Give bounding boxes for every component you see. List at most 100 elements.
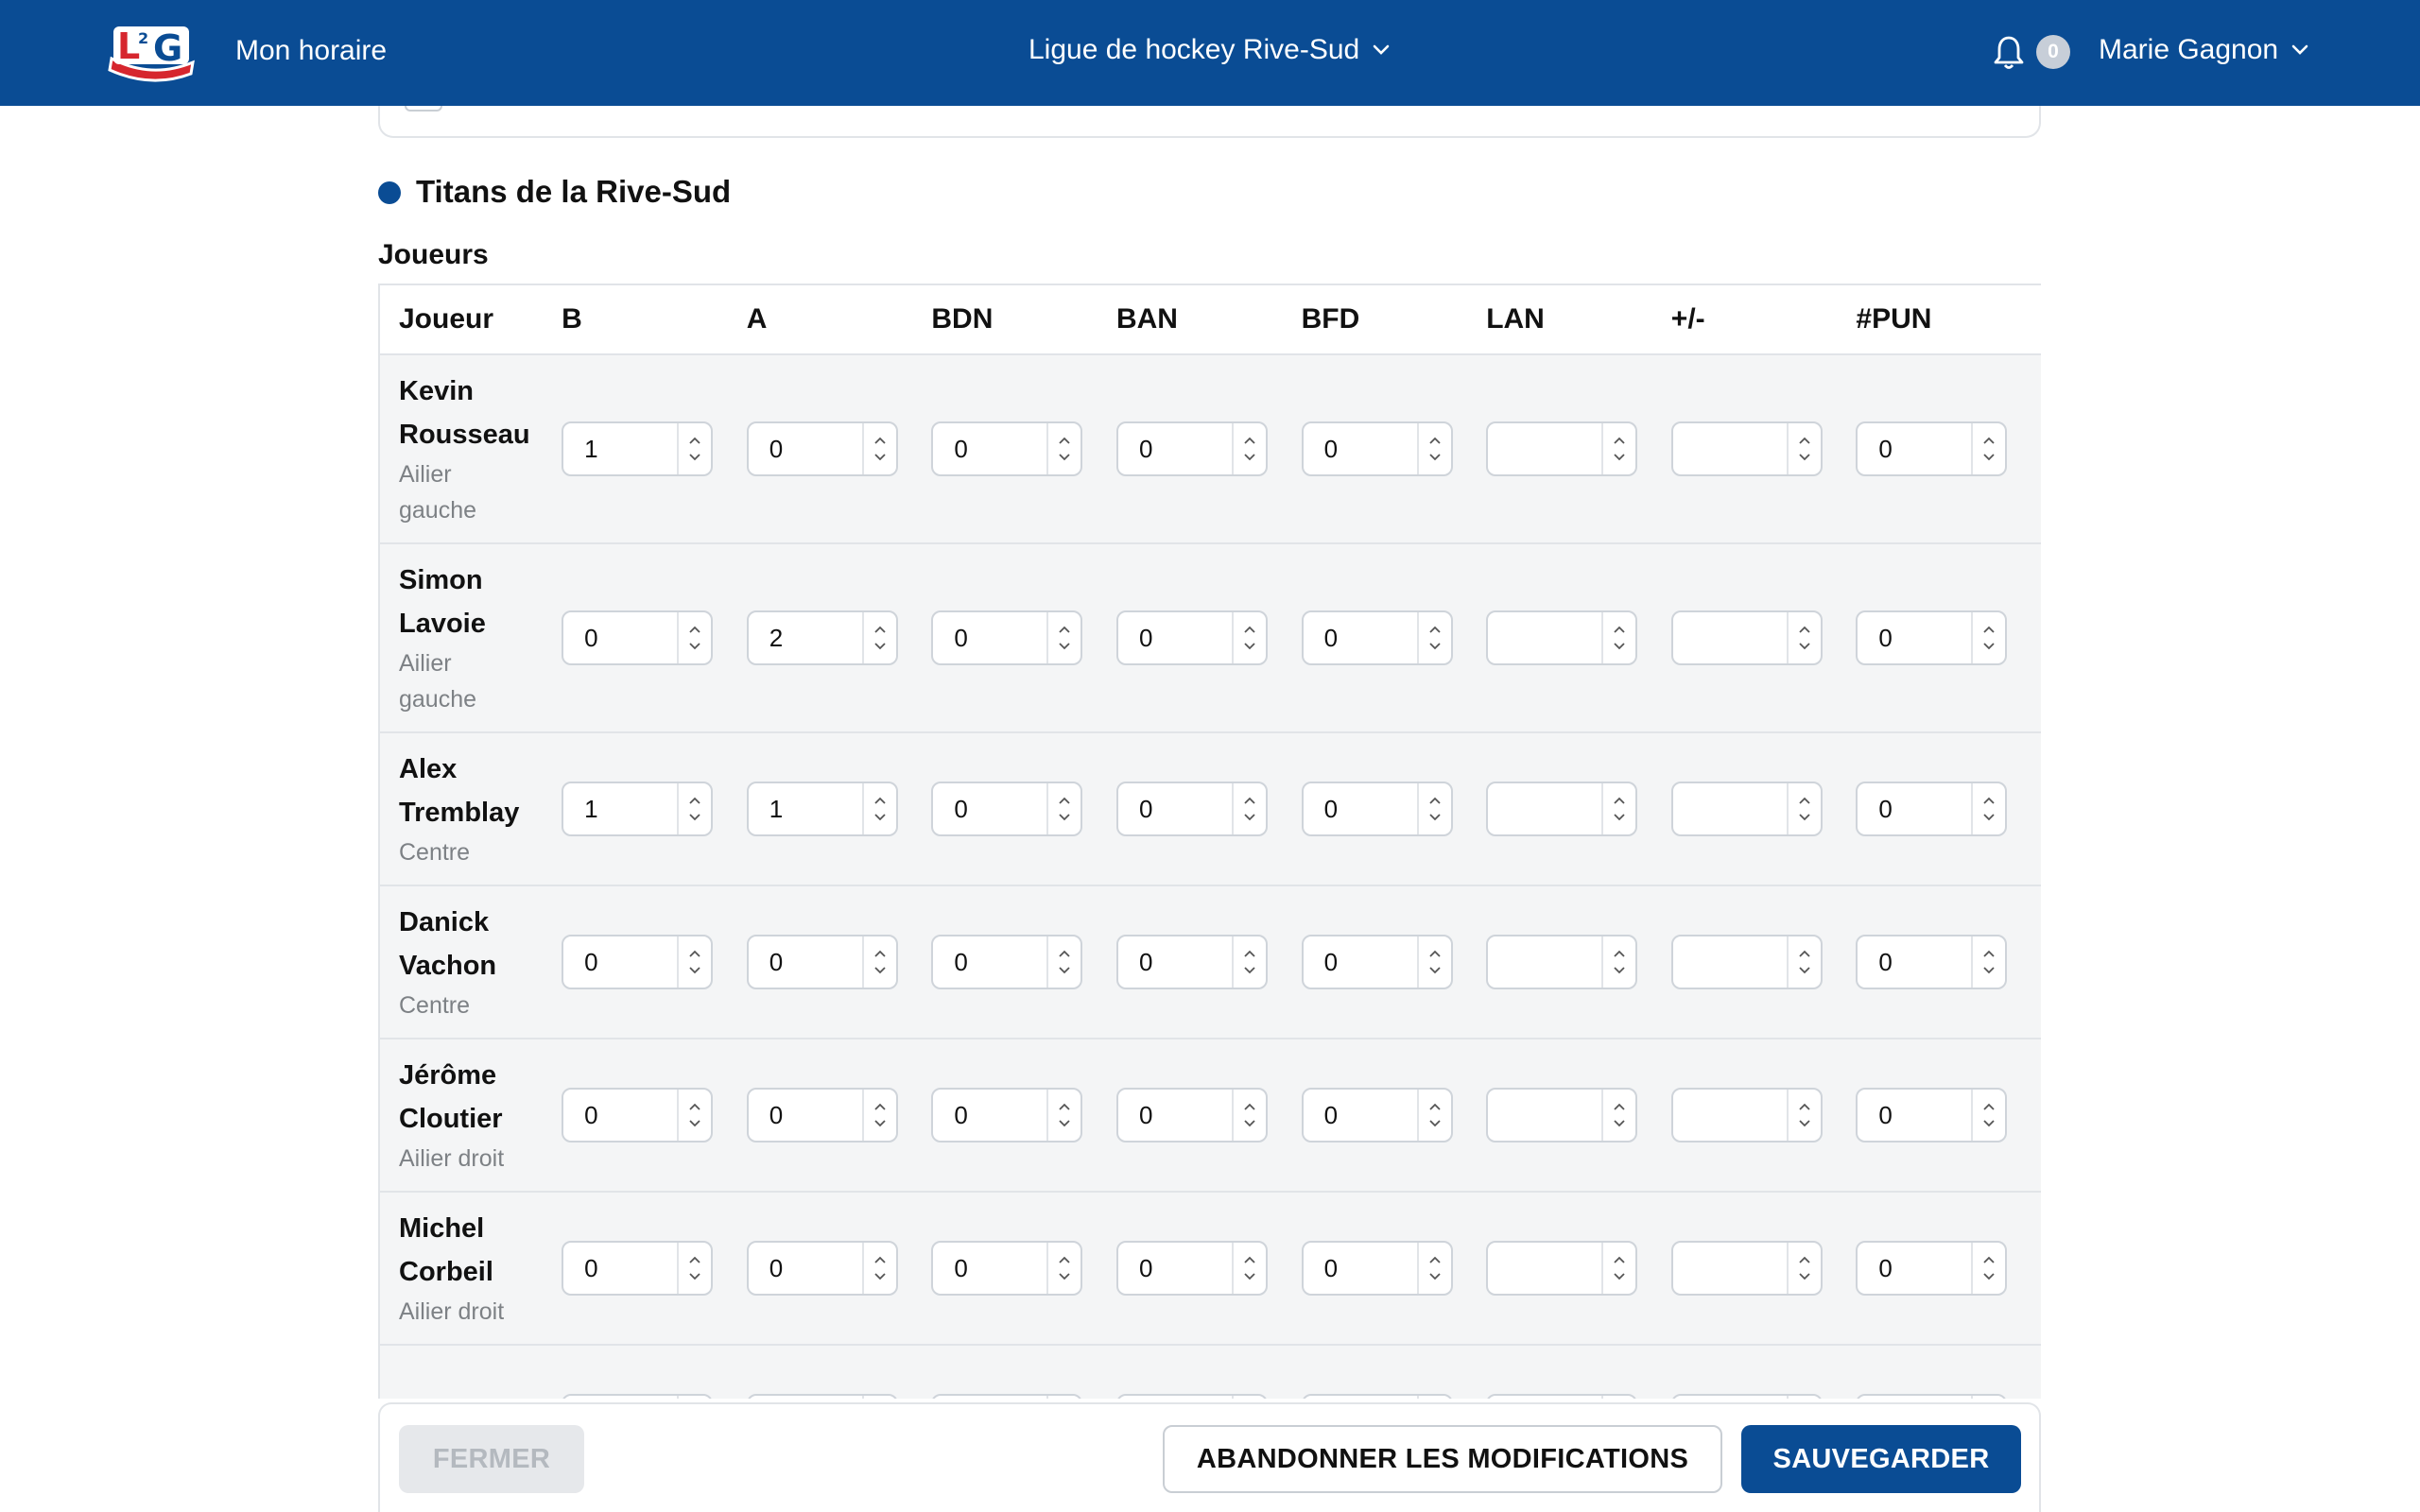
plus-minus-number-input[interactable] — [1670, 1088, 1823, 1143]
lan-number-input[interactable] — [1486, 421, 1638, 476]
chevron-down-icon[interactable] — [688, 813, 701, 821]
chevron-down-icon[interactable] — [1243, 1119, 1256, 1127]
chevron-down-icon[interactable] — [1982, 1272, 1996, 1280]
pun-number-input[interactable]: 0 — [1856, 610, 2008, 665]
chevron-down-icon[interactable] — [1798, 1272, 1811, 1280]
ban-number-input[interactable]: 0 — [1115, 1241, 1268, 1296]
chevron-up-icon[interactable] — [873, 797, 887, 805]
stepper[interactable] — [1971, 1396, 2005, 1399]
ban-number-input[interactable]: 0 — [1115, 935, 1268, 989]
bdn-number-input[interactable]: 0 — [931, 1088, 1083, 1143]
chevron-down-icon[interactable] — [1428, 813, 1442, 821]
stepper[interactable] — [1601, 423, 1635, 474]
stepper[interactable] — [1231, 936, 1266, 988]
chevron-up-icon[interactable] — [1613, 1103, 1626, 1111]
stepper[interactable] — [1601, 783, 1635, 834]
discard-changes-button[interactable]: ABANDONNER LES MODIFICATIONS — [1163, 1425, 1722, 1493]
stepper[interactable] — [1601, 936, 1635, 988]
bfd-number-input[interactable] — [1301, 1394, 1453, 1399]
chevron-down-icon[interactable] — [1243, 1272, 1256, 1280]
chevron-up-icon[interactable] — [1243, 950, 1256, 958]
chevron-up-icon[interactable] — [688, 797, 701, 805]
stepper[interactable] — [677, 1090, 711, 1141]
chevron-up-icon[interactable] — [1428, 437, 1442, 445]
bdn-number-input[interactable]: 0 — [931, 1241, 1083, 1296]
chevron-down-icon[interactable] — [1798, 813, 1811, 821]
chevron-up-icon[interactable] — [688, 1103, 701, 1111]
b-number-input[interactable]: 1 — [562, 421, 714, 476]
chevron-up-icon[interactable] — [1428, 950, 1442, 958]
chevron-down-icon[interactable] — [1982, 966, 1996, 974]
pun-number-input[interactable]: 0 — [1856, 1088, 2008, 1143]
league-selector[interactable]: Ligue de hockey Rive-Sud — [1028, 31, 1390, 69]
chevron-up-icon[interactable] — [1613, 626, 1626, 634]
chevron-up-icon[interactable] — [1798, 437, 1811, 445]
chevron-up-icon[interactable] — [688, 1256, 701, 1264]
chevron-down-icon[interactable] — [1058, 813, 1071, 821]
stepper[interactable] — [1231, 612, 1266, 663]
chevron-up-icon[interactable] — [1058, 1256, 1071, 1264]
stepper[interactable] — [1231, 783, 1266, 834]
chevron-down-icon[interactable] — [1798, 453, 1811, 461]
chevron-up-icon[interactable] — [873, 437, 887, 445]
chevron-down-icon[interactable] — [1982, 642, 1996, 650]
stepper[interactable] — [1416, 1396, 1451, 1399]
a-number-input[interactable] — [746, 1394, 898, 1399]
stepper[interactable] — [1786, 1243, 1821, 1294]
stepper[interactable] — [861, 1243, 896, 1294]
stepper[interactable] — [861, 936, 896, 988]
chevron-up-icon[interactable] — [1982, 1103, 1996, 1111]
bfd-number-input[interactable]: 0 — [1301, 1088, 1453, 1143]
stepper[interactable] — [1231, 1090, 1266, 1141]
chevron-up-icon[interactable] — [1428, 1103, 1442, 1111]
chevron-up-icon[interactable] — [1798, 950, 1811, 958]
chevron-up-icon[interactable] — [1798, 1256, 1811, 1264]
stepper[interactable] — [1601, 1090, 1635, 1141]
bdn-number-input[interactable]: 0 — [931, 935, 1083, 989]
app-title[interactable]: Mon horaire — [235, 35, 388, 66]
chevron-down-icon[interactable] — [1058, 1119, 1071, 1127]
lan-number-input[interactable] — [1486, 610, 1638, 665]
plus-minus-number-input[interactable] — [1670, 421, 1823, 476]
chevron-up-icon[interactable] — [873, 950, 887, 958]
chevron-up-icon[interactable] — [1058, 626, 1071, 634]
b-number-input[interactable]: 0 — [562, 610, 714, 665]
stepper[interactable] — [1786, 423, 1821, 474]
chevron-down-icon[interactable] — [688, 642, 701, 650]
chevron-down-icon[interactable] — [1058, 642, 1071, 650]
chevron-up-icon[interactable] — [1243, 437, 1256, 445]
stepper[interactable] — [1046, 423, 1080, 474]
chevron-up-icon[interactable] — [688, 437, 701, 445]
chevron-down-icon[interactable] — [1613, 813, 1626, 821]
stepper[interactable] — [861, 783, 896, 834]
chevron-up-icon[interactable] — [1243, 626, 1256, 634]
chevron-down-icon[interactable] — [1613, 642, 1626, 650]
a-number-input[interactable]: 0 — [746, 1241, 898, 1296]
notifications-bell-icon[interactable] — [1991, 34, 2027, 72]
chevron-up-icon[interactable] — [1798, 1103, 1811, 1111]
close-button[interactable]: FERMER — [399, 1425, 584, 1493]
chevron-up-icon[interactable] — [1243, 797, 1256, 805]
chevron-down-icon[interactable] — [1798, 966, 1811, 974]
chevron-up-icon[interactable] — [1243, 1256, 1256, 1264]
chevron-up-icon[interactable] — [1058, 1103, 1071, 1111]
stepper[interactable] — [1971, 1090, 2005, 1141]
chevron-up-icon[interactable] — [1058, 950, 1071, 958]
chevron-up-icon[interactable] — [1058, 437, 1071, 445]
stepper[interactable] — [1971, 423, 2005, 474]
plus-minus-number-input[interactable] — [1670, 1241, 1823, 1296]
chevron-down-icon[interactable] — [1058, 1272, 1071, 1280]
lan-number-input[interactable] — [1486, 1241, 1638, 1296]
stepper[interactable] — [1416, 936, 1451, 988]
chevron-up-icon[interactable] — [1613, 797, 1626, 805]
chevron-down-icon[interactable] — [1613, 966, 1626, 974]
league-logo[interactable]: L 2 G — [106, 21, 197, 83]
stepper[interactable] — [1601, 612, 1635, 663]
stepper[interactable] — [677, 936, 711, 988]
stepper[interactable] — [1416, 783, 1451, 834]
bdn-number-input[interactable] — [931, 1394, 1083, 1399]
chevron-down-icon[interactable] — [1058, 453, 1071, 461]
chevron-down-icon[interactable] — [688, 453, 701, 461]
a-number-input[interactable]: 0 — [746, 421, 898, 476]
chevron-down-icon[interactable] — [873, 453, 887, 461]
